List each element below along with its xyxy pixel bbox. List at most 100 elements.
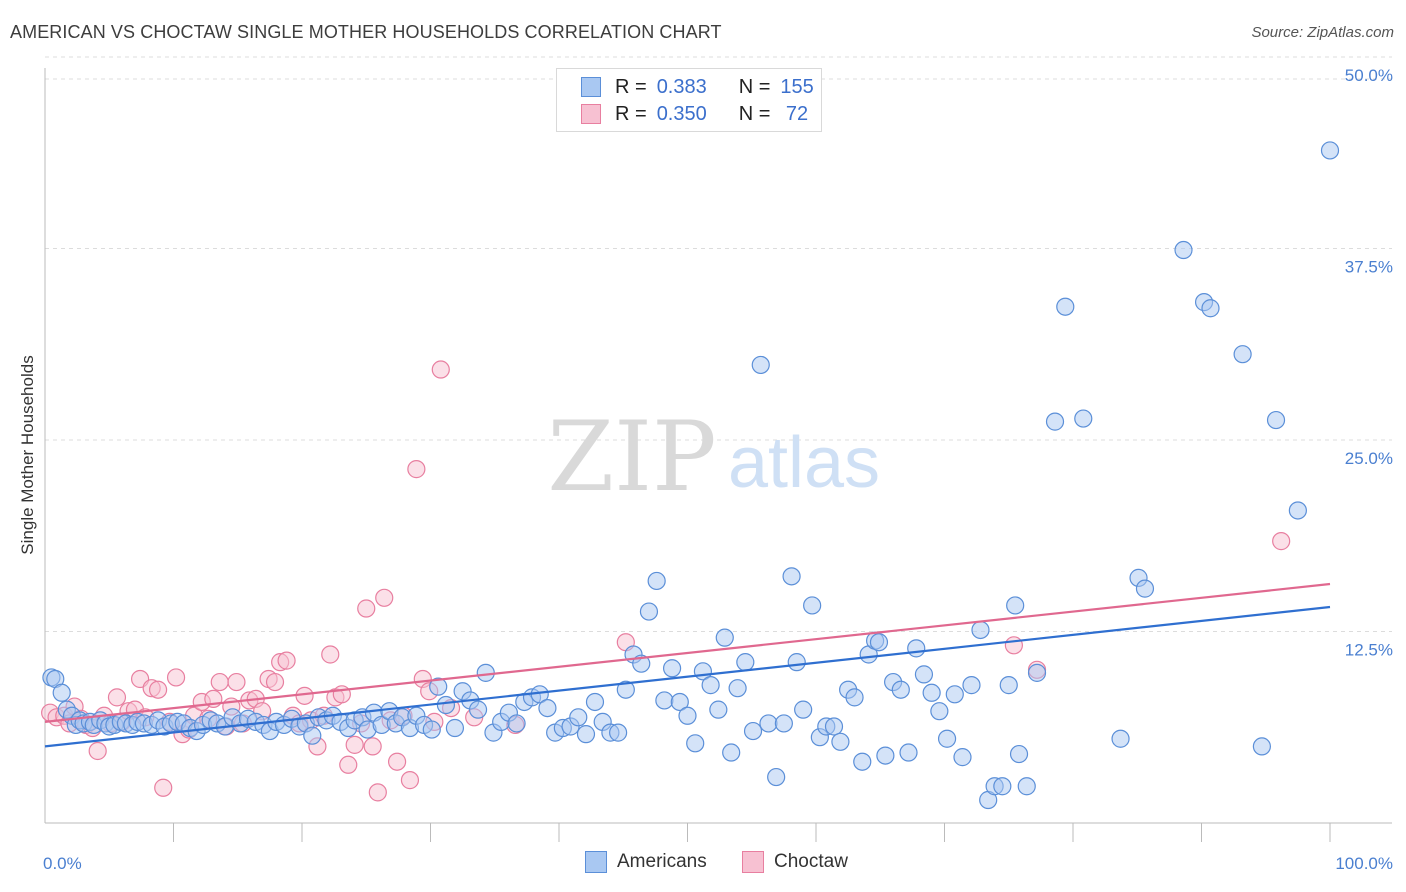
legend-label-choctaw: Choctaw [774, 851, 848, 872]
point-americans [971, 620, 990, 640]
point-americans [845, 688, 864, 707]
watermark-zip: ZIP [547, 401, 716, 513]
legend-swatch-americans [581, 77, 601, 97]
point-americans [1045, 412, 1065, 431]
watermark: ZIP atlas [547, 401, 880, 513]
point-americans [1174, 240, 1193, 260]
point-americans [52, 683, 71, 702]
point-choctaw [345, 735, 364, 754]
point-americans [803, 596, 822, 615]
point-choctaw [1004, 636, 1023, 655]
point-americans [782, 567, 801, 586]
legend-row-choctaw: R = 0.350 N = 72 [581, 102, 808, 126]
point-americans [853, 752, 872, 771]
point-choctaw [1272, 532, 1291, 551]
point-americans [876, 746, 895, 765]
point-americans [1006, 596, 1025, 615]
point-americans [1233, 345, 1252, 364]
point-choctaw [431, 360, 450, 379]
point-americans [794, 700, 813, 719]
point-choctaw [88, 741, 107, 761]
point-americans [1266, 410, 1286, 430]
legend-r-value: 0.383 [656, 75, 707, 98]
legend-label-americans: Americans [617, 851, 707, 872]
point-americans [1017, 777, 1036, 796]
point-americans [999, 676, 1018, 695]
point-americans [1074, 409, 1093, 428]
bottom-legend-choctaw[interactable]: Choctaw [742, 851, 848, 873]
point-americans [945, 685, 964, 704]
bottom-legend-americans[interactable]: Americans [585, 851, 707, 873]
legend-n-label: N = [738, 102, 771, 125]
point-americans [468, 700, 488, 719]
point-americans [728, 679, 747, 698]
y-tick-label: 12.5% [1345, 641, 1393, 660]
legend-n-value: 155 [780, 75, 814, 98]
point-americans [701, 676, 720, 695]
point-americans [962, 676, 981, 695]
point-americans [914, 665, 934, 684]
point-americans [507, 714, 526, 733]
x-tick-label: 0.0% [43, 854, 82, 873]
point-americans [686, 734, 705, 753]
point-americans [751, 355, 770, 375]
grid-lines [45, 56, 1392, 632]
point-americans [722, 743, 741, 762]
point-choctaw [277, 651, 296, 670]
point-americans [445, 718, 465, 738]
point-choctaw [227, 672, 246, 692]
point-americans [609, 723, 628, 742]
point-americans [1135, 579, 1155, 598]
point-americans [993, 777, 1012, 796]
point-americans [899, 743, 918, 762]
point-choctaw [400, 771, 420, 790]
point-americans [759, 714, 778, 733]
point-americans [538, 698, 557, 718]
tick-labels: 12.5% 25.0% 37.5% 50.0% 0.0% 100.0% [43, 66, 1393, 873]
point-americans [678, 706, 697, 725]
y-tick-label: 25.0% [1345, 449, 1393, 468]
point-choctaw [339, 755, 358, 774]
point-americans [585, 692, 605, 712]
legend-swatch-americans [585, 851, 607, 873]
watermark-atlas: atlas [728, 423, 880, 503]
point-americans [1320, 141, 1340, 160]
point-americans [1201, 299, 1220, 318]
point-americans [303, 726, 322, 745]
point-americans [436, 695, 456, 715]
legend-n-label: N = [738, 75, 771, 98]
legend-row-americans: R = 0.383 N = 155 [581, 75, 814, 99]
y-tick-label: 50.0% [1345, 66, 1393, 85]
point-americans [616, 680, 635, 699]
x-tick-label: 100.0% [1335, 854, 1393, 873]
point-choctaw [295, 686, 314, 705]
point-americans [647, 571, 666, 591]
point-americans [1252, 737, 1271, 756]
source-label: Source: ZipAtlas.com [1251, 24, 1394, 41]
point-americans [576, 725, 596, 744]
point-americans [787, 653, 806, 672]
point-americans [1009, 744, 1029, 764]
point-choctaw [166, 668, 186, 687]
point-americans [953, 748, 972, 767]
legend-n-value: 72 [780, 102, 809, 125]
point-americans [655, 691, 674, 710]
point-americans [422, 720, 441, 739]
point-americans [743, 721, 763, 741]
y-tick-label: 37.5% [1345, 258, 1393, 277]
point-americans [569, 708, 588, 727]
point-choctaw [407, 460, 426, 479]
trend-lines [44, 582, 1331, 748]
point-choctaw [148, 680, 168, 699]
point-americans [907, 639, 926, 658]
point-choctaw [375, 588, 394, 607]
axes [44, 68, 1392, 842]
point-americans [1111, 729, 1130, 748]
point-americans [774, 714, 793, 733]
trend-line-americans [44, 605, 1331, 748]
point-americans [930, 702, 949, 721]
point-americans [1288, 501, 1307, 520]
point-choctaw [210, 672, 229, 692]
point-americans [831, 732, 850, 751]
point-americans [1027, 663, 1047, 682]
